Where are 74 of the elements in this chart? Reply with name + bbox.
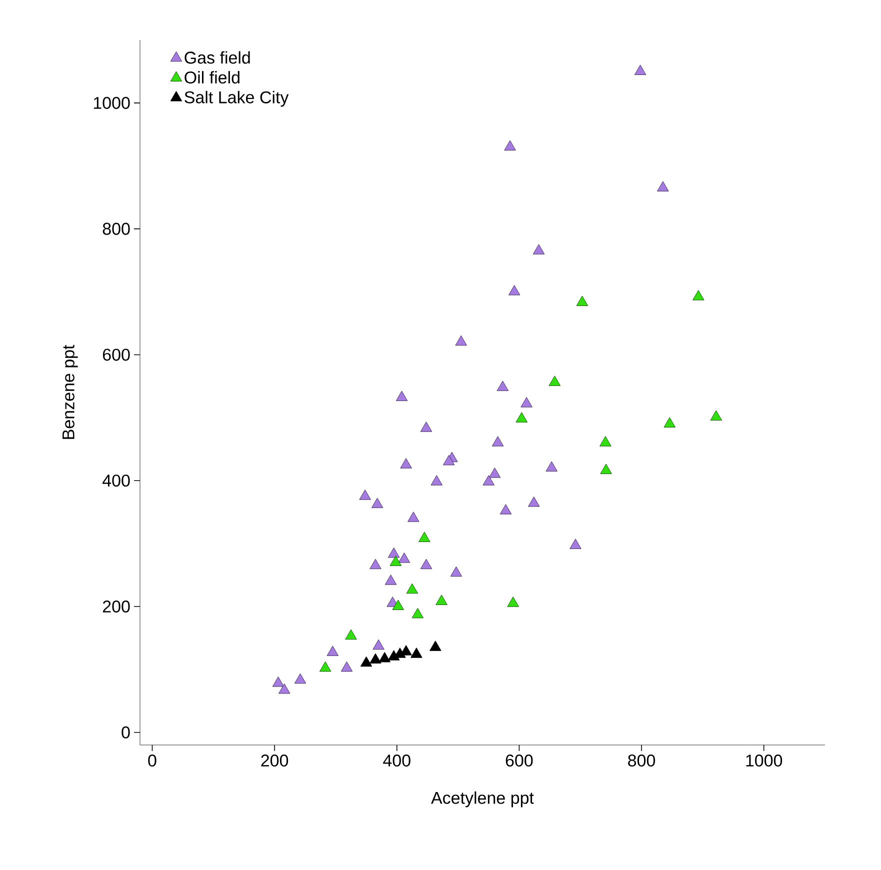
point	[340, 661, 353, 672]
point	[442, 454, 455, 466]
point	[455, 335, 467, 346]
y-tick-label: 0	[122, 726, 130, 738]
point	[520, 397, 532, 408]
x-axis-title: Acetylene ppt	[431, 791, 534, 808]
y-tick-label: 1000	[94, 96, 130, 109]
point	[370, 653, 382, 664]
point	[384, 574, 397, 585]
point	[528, 496, 540, 507]
point	[418, 532, 430, 542]
point	[576, 296, 588, 306]
point	[634, 64, 646, 75]
point	[504, 140, 516, 150]
x-tick-label: 0	[148, 754, 156, 767]
point	[500, 504, 512, 514]
point	[359, 490, 371, 500]
x-tick-label: 600	[506, 754, 533, 767]
point	[370, 558, 382, 570]
point	[278, 683, 290, 694]
point	[492, 436, 504, 446]
point	[272, 676, 284, 687]
point	[406, 583, 418, 594]
point	[326, 646, 339, 656]
legend-label: Gas field	[184, 51, 250, 64]
point	[390, 556, 402, 566]
point	[710, 410, 722, 421]
point	[657, 181, 669, 192]
point	[345, 629, 357, 640]
point	[410, 648, 422, 658]
point	[548, 376, 561, 386]
point	[430, 640, 442, 651]
point	[692, 290, 704, 300]
point	[396, 390, 408, 402]
point	[482, 475, 494, 486]
x-tick-label: 1000	[746, 754, 782, 767]
point	[420, 558, 432, 570]
point	[412, 608, 424, 618]
point	[507, 596, 519, 607]
x-tick-label: 800	[628, 754, 656, 767]
point	[436, 594, 448, 605]
point	[420, 422, 432, 432]
point	[398, 552, 410, 563]
point	[392, 600, 404, 610]
point	[400, 458, 412, 468]
point	[388, 548, 400, 558]
point	[508, 285, 520, 296]
point	[546, 461, 558, 472]
y-tick-label: 600	[102, 348, 130, 361]
x-tick-label: 400	[383, 754, 410, 767]
y-axis-title: Benzene ppt	[62, 344, 78, 439]
point	[570, 538, 582, 549]
point	[319, 661, 332, 672]
point	[360, 656, 372, 667]
y-tick-label: 400	[102, 474, 130, 487]
point	[430, 475, 443, 486]
point	[378, 652, 391, 662]
point	[496, 380, 509, 391]
point	[600, 436, 612, 446]
point	[516, 412, 528, 422]
point	[294, 673, 306, 684]
x-tick-label: 200	[261, 754, 288, 767]
point	[450, 566, 462, 577]
point	[408, 512, 420, 522]
point	[372, 639, 384, 650]
legend-label: Oil field	[184, 71, 240, 84]
point	[532, 244, 545, 254]
legend-label: Salt Lake City	[184, 90, 289, 107]
y-tick-label: 800	[102, 222, 130, 235]
point	[664, 417, 676, 428]
point	[488, 468, 501, 478]
point	[371, 498, 384, 508]
y-tick-label: 200	[102, 600, 130, 613]
point	[600, 464, 612, 474]
